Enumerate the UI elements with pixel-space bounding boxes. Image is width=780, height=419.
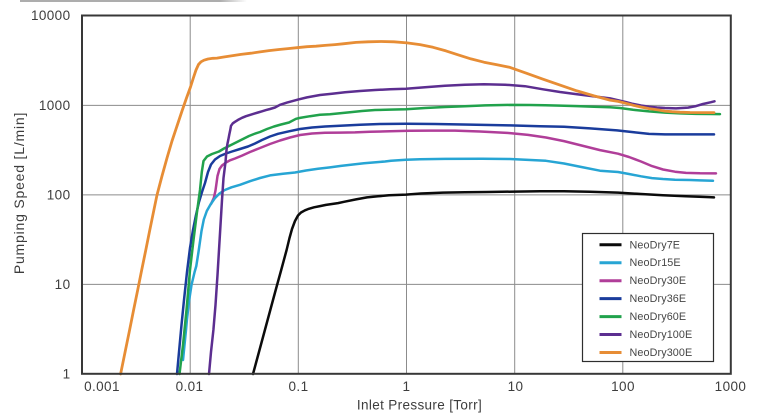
svg-text:0.1: 0.1 (289, 379, 309, 394)
svg-text:0.01: 0.01 (176, 379, 204, 394)
svg-text:NeoDry60E: NeoDry60E (630, 311, 687, 323)
svg-text:NeoDry36E: NeoDry36E (630, 293, 687, 305)
svg-text:100: 100 (611, 379, 635, 394)
svg-text:NeoDr15E: NeoDr15E (630, 257, 681, 269)
svg-text:NeoDry30E: NeoDry30E (630, 275, 687, 287)
svg-text:Inlet Pressure [Torr]: Inlet Pressure [Torr] (357, 398, 482, 413)
svg-text:0.001: 0.001 (84, 379, 120, 394)
svg-text:1: 1 (403, 379, 411, 394)
svg-text:NeoDry100E: NeoDry100E (630, 329, 693, 341)
svg-text:1: 1 (63, 367, 71, 382)
svg-text:10: 10 (508, 379, 524, 394)
svg-text:100: 100 (47, 188, 71, 203)
svg-text:NeoDry7E: NeoDry7E (630, 239, 681, 251)
svg-text:10000: 10000 (31, 8, 71, 23)
svg-text:NeoDry300E: NeoDry300E (630, 347, 693, 359)
svg-text:10: 10 (55, 277, 71, 292)
svg-text:Pumping Speed [L/min]: Pumping Speed [L/min] (11, 112, 27, 274)
svg-text:1000: 1000 (715, 379, 747, 394)
svg-text:1000: 1000 (39, 98, 71, 113)
